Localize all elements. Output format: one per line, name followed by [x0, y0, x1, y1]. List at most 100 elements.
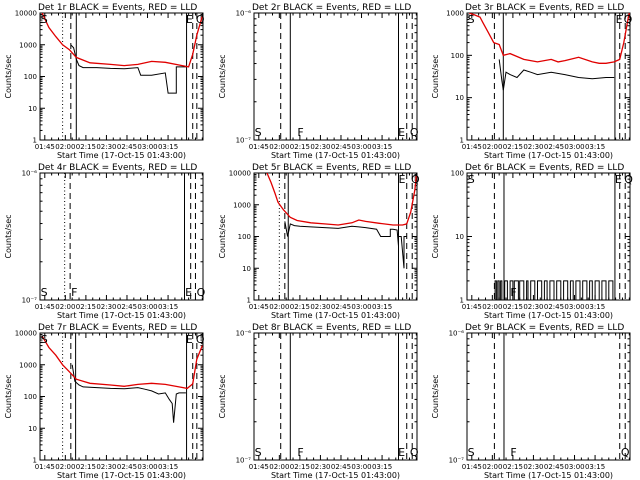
y-tick-label: 10⁻⁶ — [22, 170, 38, 178]
marker-q: Q — [410, 446, 419, 459]
y-axis-title: Counts/sec — [431, 54, 440, 98]
plot-frame — [39, 172, 204, 301]
series-black — [71, 364, 186, 423]
panel-det-2r: Det 2r BLACK = Events, RED = LLD 10⁻⁷ 10⁻⁶… — [218, 3, 419, 160]
x-tick-label: 02:45 — [117, 143, 137, 151]
marker-f: F — [510, 286, 516, 299]
y-tick-label: 100 — [238, 233, 251, 241]
x-tick-label: 02:15 — [503, 463, 523, 471]
x-axis-title: Start Time (17-Oct-15 01:43:00) — [484, 471, 613, 480]
x-tick-label: 03:00 — [564, 463, 584, 471]
marker-e: E — [186, 13, 193, 26]
x-tick-label: 02:45 — [117, 463, 137, 471]
x-tick-label: 03:15 — [372, 143, 392, 151]
x-tick-label: 02:45 — [544, 303, 564, 311]
plot-frame — [253, 12, 418, 141]
marker-e: E — [398, 446, 405, 459]
series-black — [493, 280, 614, 300]
x-tick-label: 03:15 — [158, 463, 178, 471]
marker-e: E — [398, 126, 405, 139]
plot-frame — [39, 332, 204, 461]
x-tick-label: 02:30 — [523, 463, 543, 471]
x-tick-label: 03:15 — [585, 303, 605, 311]
x-axis-title: Start Time (17-Oct-15 01:43:00) — [271, 471, 400, 480]
y-tick-label: 10⁻⁷ — [449, 457, 465, 465]
marker-q: Q — [196, 13, 205, 26]
x-tick-label: 02:15 — [76, 303, 96, 311]
y-tick-label: 1 — [33, 137, 37, 145]
panel-title: Det 8r BLACK = Events, RED = LLD — [252, 323, 411, 333]
panel-det-6r: Det 6r BLACK = Events, RED = LLD 1 10 100 01… — [431, 163, 633, 320]
x-tick-label: 01:45 — [462, 303, 482, 311]
y-tick-label: 10 — [242, 265, 251, 273]
panel-title: Det 5r BLACK = Events, RED = LLD — [252, 163, 411, 173]
plot-frame — [39, 12, 204, 141]
marker-q: Q — [621, 446, 630, 459]
x-axis-title: Start Time (17-Oct-15 01:43:00) — [484, 311, 613, 320]
panel-det-9r: Det 9r BLACK = Events, RED = LLD 10⁻⁷ 10⁻⁶… — [431, 323, 631, 480]
x-tick-label: 03:00 — [137, 303, 157, 311]
marker-s: S — [41, 13, 48, 26]
marker-s: S — [41, 286, 48, 299]
x-axis-title: Start Time (17-Oct-15 01:43:00) — [271, 151, 400, 160]
panel-det-8r: Det 8r BLACK = Events, RED = LLD 10⁻⁷ 10⁻⁶… — [218, 323, 419, 480]
x-tick-label: 01:45 — [35, 143, 55, 151]
x-tick-label: 01:45 — [35, 463, 55, 471]
x-tick-label: 02:00 — [55, 143, 75, 151]
x-tick-label: 03:00 — [137, 143, 157, 151]
y-axis-title: Counts/sec — [218, 214, 227, 258]
series-red — [41, 13, 203, 68]
marker-s: S — [468, 13, 475, 26]
x-tick-label: 03:15 — [585, 463, 605, 471]
x-tick-label: 02:45 — [331, 143, 351, 151]
y-tick-label: 1 — [33, 457, 37, 465]
x-tick-label: 02:15 — [76, 143, 96, 151]
panel-title: Det 4r BLACK = Events, RED = LLD — [38, 163, 197, 173]
x-tick-label: 02:00 — [55, 303, 75, 311]
y-tick-label: 1000 — [19, 41, 37, 49]
marker-e: E — [186, 333, 193, 346]
marker-q: Q — [410, 126, 419, 139]
panel-det-4r: Det 4r BLACK = Events, RED = LLD 10⁻⁷ 10⁻⁶… — [4, 163, 206, 320]
x-tick-label: 01:45 — [462, 143, 482, 151]
x-tick-label: 02:00 — [482, 463, 502, 471]
marker-q: Q — [196, 333, 205, 346]
marker-e: E — [616, 13, 623, 26]
y-tick-label: 1000 — [233, 201, 251, 209]
marker-q: Q — [197, 286, 206, 299]
series-red — [266, 173, 417, 226]
y-tick-label: 10 — [455, 94, 464, 102]
x-tick-label: 01:45 — [462, 463, 482, 471]
x-tick-label: 02:00 — [55, 463, 75, 471]
x-tick-label: 03:00 — [351, 303, 371, 311]
y-tick-label: 1 — [247, 297, 251, 305]
marker-s: S — [468, 173, 475, 186]
panel-title: Det 3r BLACK = Events, RED = LLD — [465, 3, 624, 13]
x-axis-title: Start Time (17-Oct-15 01:43:00) — [484, 151, 613, 160]
marker-s: S — [255, 446, 262, 459]
y-tick-label: 10 — [28, 425, 37, 433]
x-tick-label: 02:00 — [269, 143, 289, 151]
series-red — [41, 335, 203, 390]
x-tick-label: 03:00 — [351, 143, 371, 151]
y-axis-title: Counts/sec — [4, 54, 13, 98]
y-tick-label: 10000 — [15, 330, 37, 338]
y-axis-title: Counts/sec — [218, 374, 227, 418]
marker-q: Q — [411, 173, 420, 186]
plot-frame — [253, 332, 418, 461]
y-tick-label: 10 — [28, 105, 37, 113]
x-axis-title: Start Time (17-Oct-15 01:43:00) — [57, 471, 186, 480]
series-black — [284, 221, 407, 269]
y-axis-title: Counts/sec — [431, 374, 440, 418]
y-tick-label: 100 — [24, 73, 37, 81]
marker-e: E — [185, 286, 192, 299]
y-tick-label: 10⁻⁶ — [449, 330, 465, 338]
x-tick-label: 02:15 — [76, 463, 96, 471]
x-tick-label: 02:30 — [96, 143, 116, 151]
x-tick-label: 03:15 — [372, 303, 392, 311]
x-tick-label: 03:00 — [137, 463, 157, 471]
x-tick-label: 01:45 — [249, 143, 269, 151]
marker-q: Q — [624, 173, 633, 186]
y-tick-label: 1000 — [446, 10, 464, 18]
